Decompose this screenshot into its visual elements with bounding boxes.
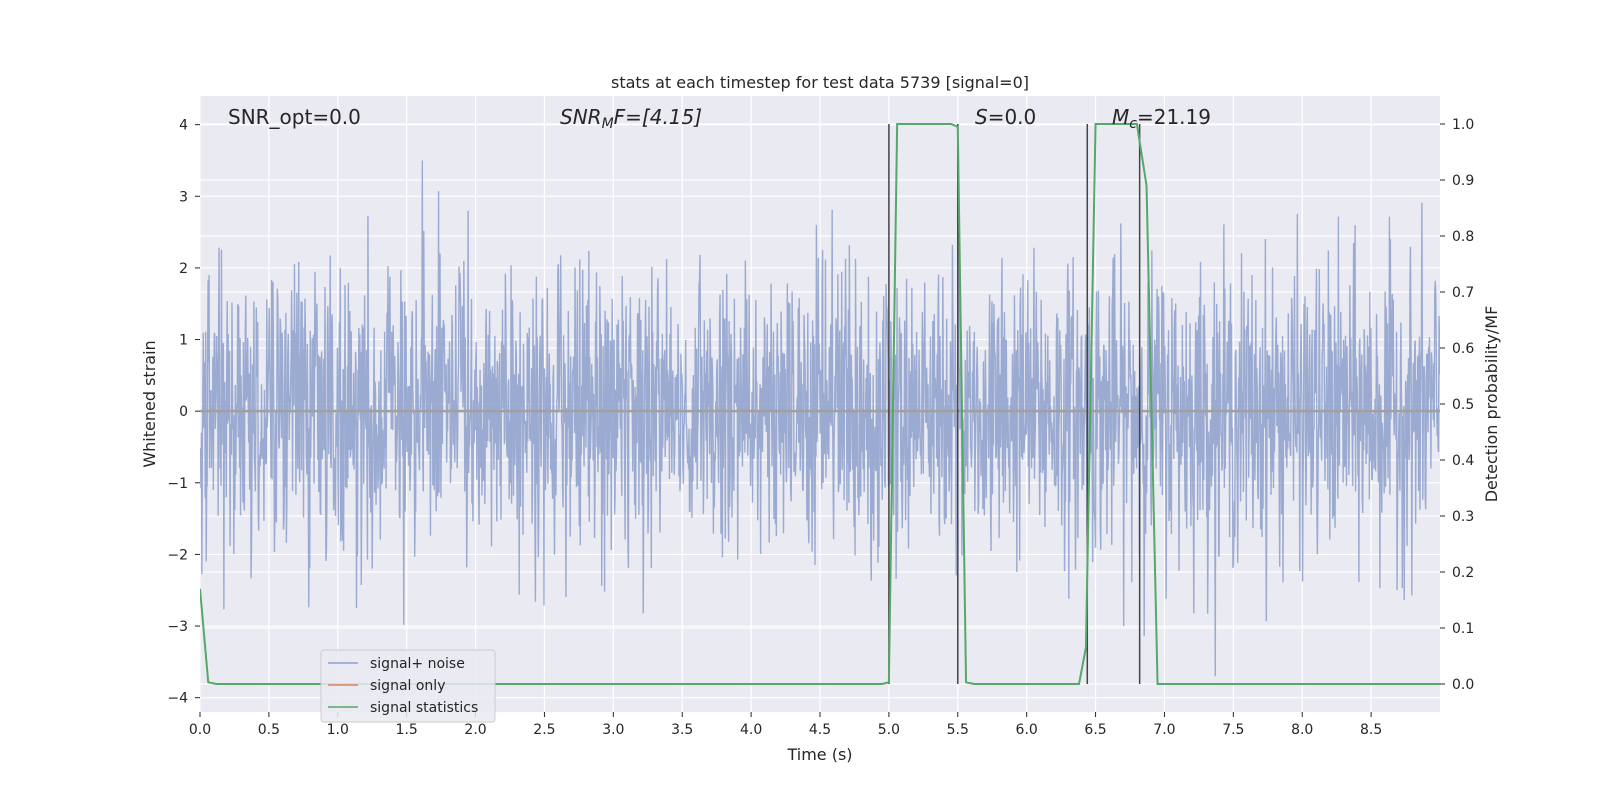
y-tick-label: 0 [179, 404, 188, 420]
y-tick-label: −2 [167, 547, 188, 563]
signal-noise-series [200, 160, 1440, 677]
x-axis-ticks: 0.0 0.5 1.0 1.5 2.0 2.5 3.0 3.5 4.0 4.5 5.0 5.5 6.0 6… [189, 712, 1382, 738]
legend-label-signal-statistics: signal statistics [370, 700, 478, 716]
y-axis-ticks: −4 −3 −2 −1 0 1 2 3 4 [167, 118, 200, 707]
x-tick-label: 2.5 [533, 722, 555, 738]
y-tick-label: −1 [167, 476, 188, 492]
y2-tick-label: 0.6 [1452, 341, 1474, 357]
annotation-s-main: S [975, 105, 988, 129]
y-tick-label: −3 [167, 619, 188, 635]
annotation-snr-mf-sub: M [602, 116, 614, 132]
x-tick-label: 7.5 [1222, 722, 1244, 738]
y2-axis-label: Detection probability/MF [1482, 306, 1501, 503]
annotation-snr-mf: SNRMF=[4.15] [560, 105, 702, 132]
legend-label-signal-only: signal only [370, 678, 445, 694]
signal-statistics-line [200, 123, 1440, 685]
x-tick-label: 7.0 [1153, 722, 1175, 738]
x-axis-label: Time (s) [786, 745, 852, 764]
annotation-mc-main: M [1112, 105, 1129, 129]
chart-title: stats at each timestep for test data 573… [611, 73, 1029, 92]
legend-box [320, 649, 496, 723]
y2-axis-ticks: 0.0 0.1 0.2 0.3 0.4 0.5 0.6 0.7 0.8 0.9 1.0 [1440, 117, 1474, 693]
x-tick-label: 1.0 [327, 722, 349, 738]
y2-tick-label: 0.9 [1452, 173, 1474, 189]
annotation-s: S=0.0 [975, 105, 1036, 129]
signal-noise-line [200, 160, 1440, 677]
x-tick-label: 1.5 [396, 722, 418, 738]
x-tick-label: 3.5 [671, 722, 693, 738]
x-tick-label: 6.0 [1016, 722, 1038, 738]
y-axis-label: Whitened strain [140, 340, 159, 467]
x-tick-label: 5.0 [878, 722, 900, 738]
legend: signal+ noise signal only signal statist… [320, 649, 496, 723]
annotation-mc: Mc=21.19 [1112, 105, 1211, 132]
y2-tick-label: 0.3 [1452, 509, 1474, 525]
y-tick-label: −4 [167, 691, 188, 707]
x-tick-label: 8.0 [1291, 722, 1313, 738]
legend-label-signal-noise: signal+ noise [370, 656, 465, 672]
y-tick-label: 1 [179, 333, 188, 349]
x-tick-label: 3.0 [602, 722, 624, 738]
y2-tick-label: 0.4 [1452, 453, 1474, 469]
x-tick-label: 4.0 [740, 722, 762, 738]
x-tick-label: 5.5 [947, 722, 969, 738]
x-tick-label: 8.5 [1360, 722, 1382, 738]
annotation-snr-mf-main: SNR [560, 105, 602, 129]
x-tick-label: 0.0 [189, 722, 211, 738]
y-tick-label: 3 [179, 189, 188, 205]
y-tick-label: 2 [179, 261, 188, 277]
y2-tick-label: 1.0 [1452, 117, 1474, 133]
y-tick-label: 4 [179, 118, 188, 134]
annotation-snr-mf-rest: F=[4.15] [614, 105, 702, 129]
y2-tick-label: 0.7 [1452, 285, 1474, 301]
x-tick-label: 0.5 [258, 722, 280, 738]
y2-tick-label: 0.5 [1452, 397, 1474, 413]
y2-tick-label: 0.2 [1452, 565, 1474, 581]
x-tick-label: 6.5 [1084, 722, 1106, 738]
annotation-s-rest: =0.0 [988, 105, 1037, 129]
y2-tick-label: 0.0 [1452, 677, 1474, 693]
y2-tick-label: 0.8 [1452, 229, 1474, 245]
x-tick-label: 2.0 [464, 722, 486, 738]
signal-statistics-series [200, 123, 1440, 685]
annotation-mc-sub: c [1129, 116, 1137, 132]
annotation-mc-rest: =21.19 [1137, 105, 1211, 129]
annotation-snr-opt: SNR_opt=0.0 [228, 105, 361, 129]
x-tick-label: 4.5 [809, 722, 831, 738]
y2-tick-label: 0.1 [1452, 621, 1474, 637]
